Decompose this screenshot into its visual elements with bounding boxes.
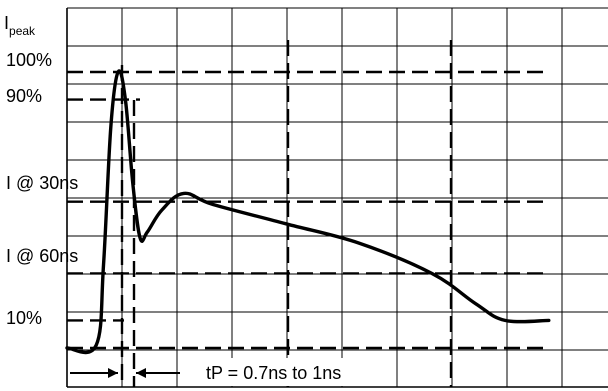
left-arrow-head xyxy=(108,368,118,378)
waveform-series-line xyxy=(65,69,551,355)
tick-label-90: 90% xyxy=(6,86,42,106)
right-arrow-head xyxy=(136,368,146,378)
annotation-background xyxy=(190,358,385,386)
level-lines xyxy=(67,70,550,350)
y-axis-title: Ipeak xyxy=(4,13,36,38)
tick-label-10: 10% xyxy=(6,308,42,328)
tick-label-100: 100% xyxy=(6,50,52,70)
tick-label-i-60ns: I @ 60ns xyxy=(6,246,78,266)
pulse-width-annotation: tP = 0.7ns to 1ns xyxy=(70,358,385,386)
pulse-width-label: tP = 0.7ns to 1ns xyxy=(206,363,341,383)
grid xyxy=(66,7,608,388)
time-markers xyxy=(120,40,453,387)
tick-label-i-30ns: I @ 30ns xyxy=(6,173,78,193)
